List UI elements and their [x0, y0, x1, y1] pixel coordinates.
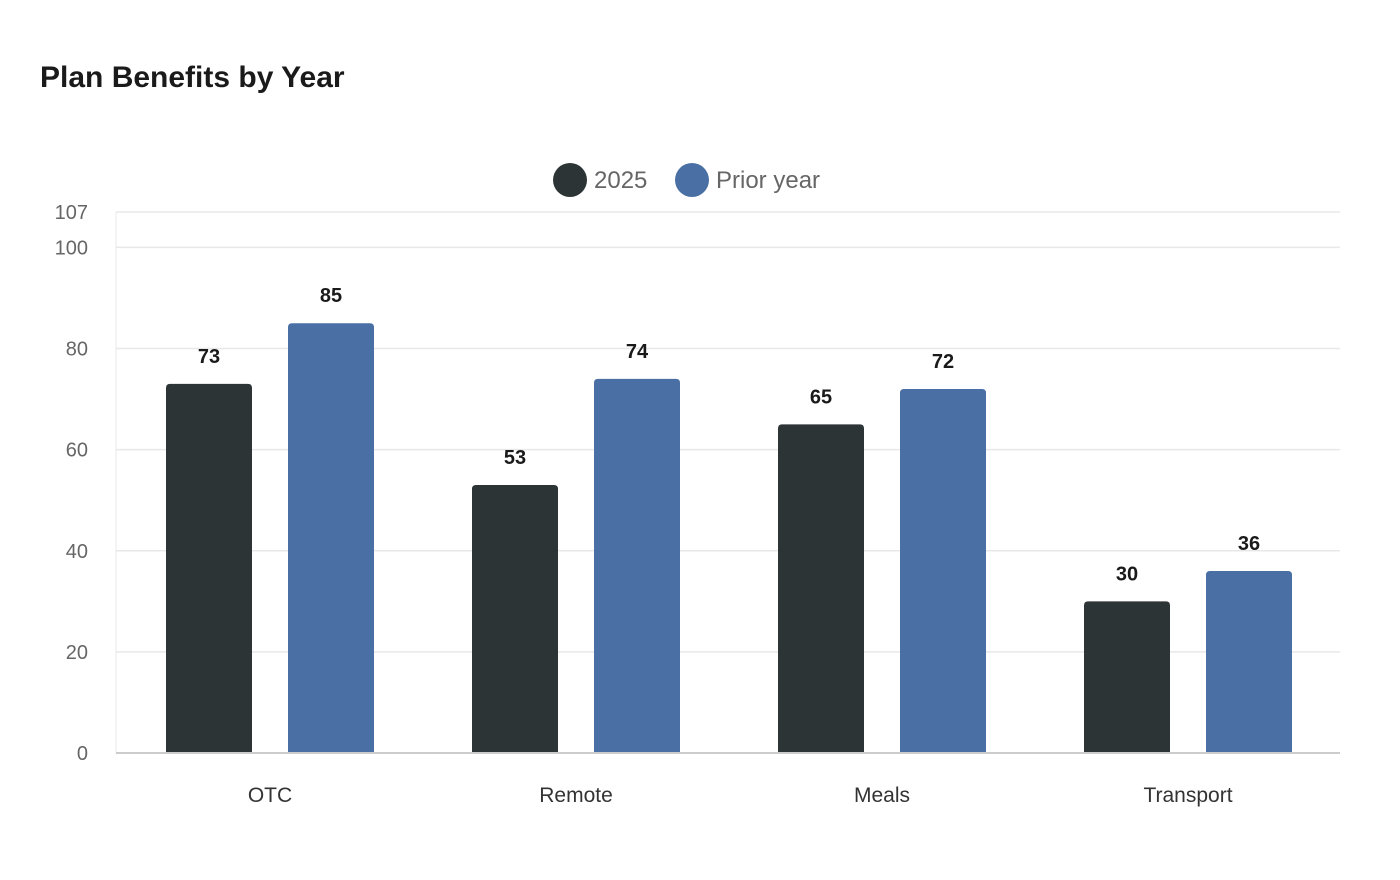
chart-title: Plan Benefits by Year: [40, 61, 345, 94]
y-tick-label: 107: [55, 202, 88, 224]
x-tick-label: OTC: [248, 784, 292, 807]
bar-2025: [1084, 601, 1170, 753]
y-tick-label: 40: [66, 541, 88, 563]
x-tick-label: Meals: [854, 784, 910, 807]
data-label: 74: [626, 341, 649, 363]
legend-swatch-prior-year: [675, 163, 709, 197]
x-tick-label: Transport: [1143, 784, 1232, 807]
legend-label-2025: 2025: [594, 167, 647, 194]
data-label: 30: [1116, 563, 1138, 585]
bar-2025: [778, 424, 864, 753]
bar-2025: [472, 485, 558, 753]
bar-prior-year: [1206, 570, 1292, 753]
bar-prior-year: [594, 378, 680, 753]
data-label: 85: [320, 285, 342, 307]
legend-swatch-2025: [553, 163, 587, 197]
legend: 2025 Prior year: [553, 163, 820, 197]
data-label: 73: [198, 346, 220, 368]
y-tick-label: 80: [66, 339, 88, 361]
axes: 0 20 40 60 80 100 107 OTC Remote Meals Transport: [55, 202, 1340, 807]
y-tick-label: 100: [55, 237, 88, 259]
x-tick-label: Remote: [539, 784, 613, 807]
bars: 73 85 53 74 65 72 30 36: [166, 285, 1292, 753]
bar-prior-year: [288, 323, 374, 753]
data-label: 65: [810, 386, 832, 408]
legend-label-prior-year: Prior year: [716, 167, 820, 194]
y-tick-label: 60: [66, 440, 88, 462]
data-label: 53: [504, 447, 526, 469]
data-label: 36: [1238, 533, 1260, 555]
bar-2025: [166, 383, 252, 753]
bar-prior-year: [900, 388, 986, 753]
y-tick-label: 0: [77, 743, 88, 765]
y-tick-label: 20: [66, 642, 88, 664]
data-label: 72: [932, 351, 954, 373]
